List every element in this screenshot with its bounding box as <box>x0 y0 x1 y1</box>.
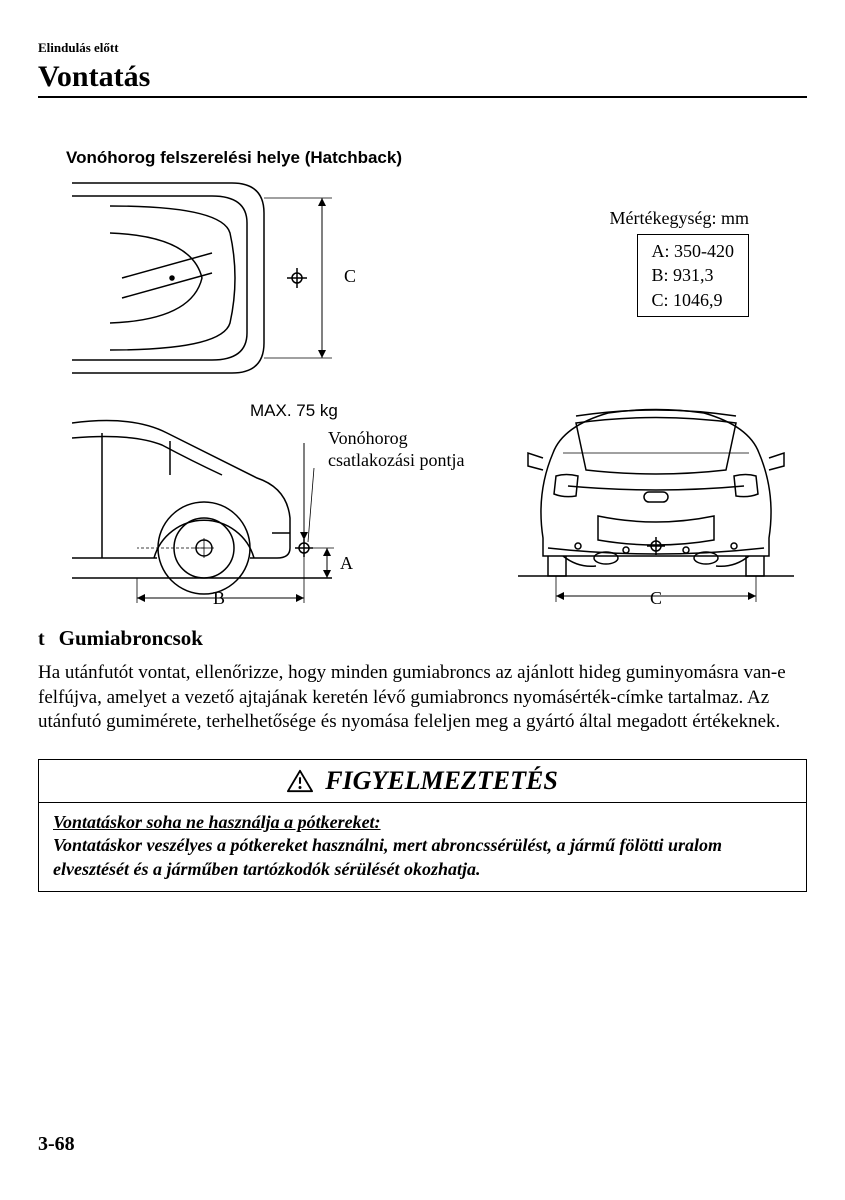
warning-icon <box>287 769 313 793</box>
legend-a: A: 350-420 <box>652 239 735 263</box>
legend-box: A: 350-420 B: 931,3 C: 1046,9 <box>637 234 750 317</box>
diagram-title: Vonóhorog felszerelési helye (Hatchback) <box>66 148 807 168</box>
side-view-diagram <box>72 403 362 608</box>
dim-a-label: A <box>340 553 353 574</box>
section-title: Gumiabroncsok <box>59 626 203 651</box>
section-bullet-icon: t <box>38 628 45 651</box>
rear-view-diagram <box>508 398 808 608</box>
legend-c: C: 1046,9 <box>652 288 735 312</box>
warning-body: Vontatáskor soha ne használja a pótkerek… <box>39 803 806 891</box>
warning-box: FIGYELMEZTETÉS Vontatáskor soha ne haszn… <box>38 759 807 892</box>
warning-heading: Vontatáskor soha ne használja a pótkerek… <box>53 811 792 834</box>
section-heading: t Gumiabroncsok <box>38 626 807 651</box>
warning-text: Vontatáskor veszélyes a pótkereket haszn… <box>53 834 792 881</box>
max-label: MAX. 75 kg <box>250 401 338 421</box>
page-number: 3-68 <box>38 1133 75 1156</box>
header-divider <box>38 96 807 98</box>
coupling-label-2: csatlakozási pontja <box>328 450 464 471</box>
coupling-label-1: Vonóhorog <box>328 428 408 449</box>
dim-c-top-label: C <box>344 266 356 287</box>
page-title: Vontatás <box>38 60 807 96</box>
warning-title: FIGYELMEZTETÉS <box>325 766 558 796</box>
header-small: Elindulás előtt <box>38 40 807 56</box>
section-body: Ha utánfutót vontat, ellenőrizze, hogy m… <box>38 661 807 735</box>
legend-b: B: 931,3 <box>652 263 735 287</box>
top-view-diagram <box>72 178 362 378</box>
unit-label: Mértékegység: mm <box>610 208 749 229</box>
dim-b-label: B <box>213 588 225 609</box>
warning-header: FIGYELMEZTETÉS <box>39 760 806 803</box>
diagram-area: Mértékegység: mm A: 350-420 B: 931,3 C: … <box>38 178 807 608</box>
dim-c-rear-label: C <box>650 588 662 609</box>
